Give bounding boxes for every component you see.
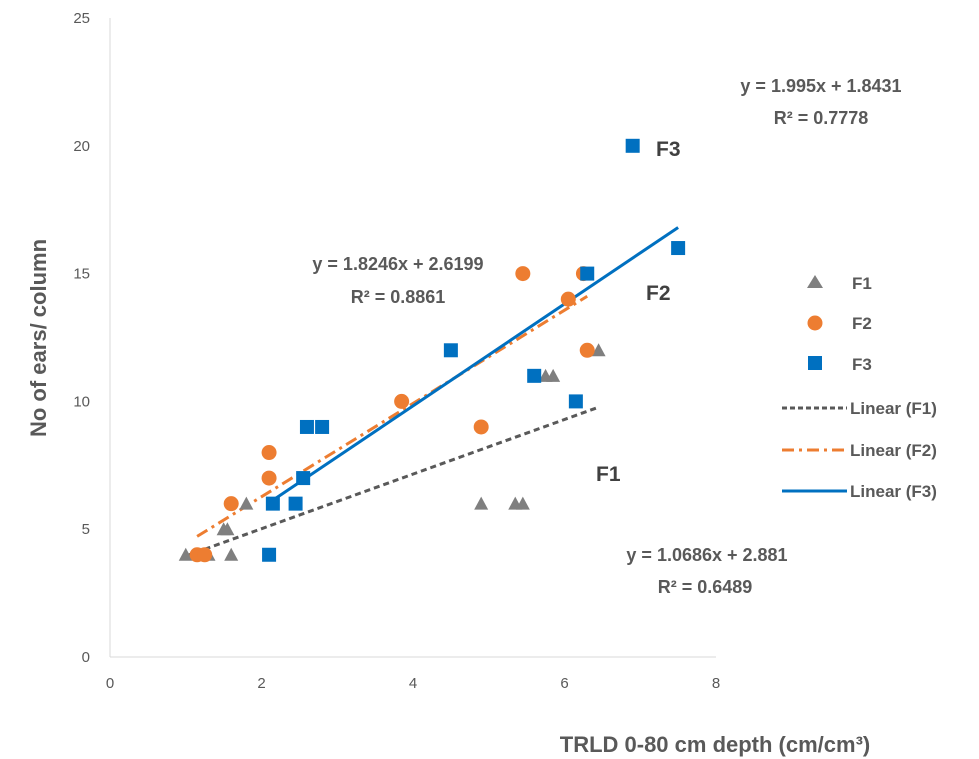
point-f3 (296, 471, 311, 486)
legend-item-f1: F1 (807, 274, 872, 293)
f1-r-squared: R² = 0.6489 (658, 577, 753, 597)
y-tick-label: 15 (73, 266, 90, 283)
point-f1 (239, 496, 254, 510)
series-label-f3: F3 (656, 138, 681, 161)
point-f3 (671, 241, 686, 256)
trendline-f3 (268, 226, 679, 505)
legend-label-linear-f1: Linear (F1) (850, 399, 937, 418)
point-f1 (224, 547, 239, 561)
point-f2 (473, 419, 489, 435)
point-f1 (546, 368, 561, 382)
point-f2 (261, 470, 277, 486)
y-tick-labels: 0 5 10 15 20 25 (73, 10, 90, 666)
point-f3 (299, 419, 314, 434)
legend-marker-f1 (807, 275, 823, 288)
point-f1 (591, 343, 606, 357)
point-f2 (394, 393, 410, 409)
y-tick-label: 5 (82, 521, 90, 538)
x-tick-label: 4 (409, 675, 417, 692)
point-f1 (178, 547, 193, 561)
legend-item-linear-f3: Linear (F3) (782, 482, 937, 501)
x-tick-label: 6 (560, 675, 568, 692)
point-f3 (288, 496, 303, 511)
trendline-f2 (196, 294, 589, 538)
legend: F1 F2 F3 Linear (F1) Linear (F2) Linear … (782, 274, 937, 501)
point-f3 (315, 419, 330, 434)
y-tick-label: 10 (73, 393, 90, 410)
f3-r-squared: R² = 0.7778 (774, 108, 869, 128)
legend-label-linear-f3: Linear (F3) (850, 482, 937, 501)
legend-item-linear-f1: Linear (F1) (782, 399, 937, 418)
point-f3 (443, 343, 458, 358)
f1-equation: y = 1.0686x + 2.881 (626, 545, 787, 565)
y-tick-label: 0 (82, 649, 90, 666)
legend-label-f1: F1 (852, 274, 872, 293)
legend-marker-f3 (808, 356, 822, 370)
point-f2 (560, 291, 576, 307)
point-f3 (262, 547, 277, 562)
point-f3 (580, 266, 595, 281)
series-label-f2: F2 (646, 282, 671, 305)
point-f3 (527, 368, 542, 383)
point-f1 (474, 496, 489, 510)
legend-item-f2: F2 (807, 314, 872, 333)
legend-label-linear-f2: Linear (F2) (850, 441, 937, 460)
series-label-f1: F1 (596, 463, 621, 486)
legend-item-linear-f2: Linear (F2) (782, 441, 937, 460)
legend-label-f2: F2 (852, 314, 872, 333)
legend-marker-f2 (807, 315, 823, 331)
y-axis-title: No of ears/ column (26, 239, 51, 437)
legend-item-f3: F3 (808, 355, 872, 374)
x-tick-label: 8 (712, 675, 720, 692)
x-tick-label: 0 (106, 675, 114, 692)
f2-equation: y = 1.8246x + 2.6199 (312, 254, 483, 274)
point-f2 (579, 342, 595, 358)
data-points (178, 138, 686, 563)
point-f3 (265, 496, 280, 511)
point-f2 (223, 496, 239, 512)
y-tick-label: 25 (73, 10, 90, 27)
point-f1 (515, 496, 530, 510)
f3-equation: y = 1.995x + 1.8431 (740, 76, 901, 96)
legend-label-f3: F3 (852, 355, 872, 374)
x-axis-title: TRLD 0-80 cm depth (cm/cm³) (560, 732, 871, 757)
point-f3 (625, 138, 640, 153)
point-f2 (515, 266, 531, 282)
f2-r-squared: R² = 0.8861 (351, 287, 446, 307)
x-tick-label: 2 (257, 675, 265, 692)
trendlines (185, 226, 679, 558)
point-f2 (261, 445, 277, 461)
point-f2 (197, 547, 213, 563)
y-tick-label: 20 (73, 138, 90, 155)
trendline-f1 (185, 405, 600, 558)
x-tick-labels: 0 2 4 6 8 (106, 675, 720, 692)
point-f3 (568, 394, 583, 409)
point-f1 (220, 522, 235, 536)
